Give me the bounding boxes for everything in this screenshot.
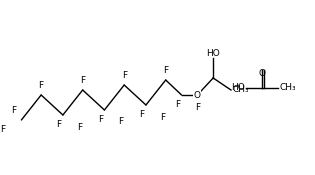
Text: F: F: [38, 81, 44, 90]
Text: HO: HO: [206, 49, 220, 58]
Text: O: O: [258, 69, 265, 78]
Text: F: F: [160, 113, 165, 121]
Text: F: F: [175, 100, 180, 109]
Text: CH₃: CH₃: [233, 86, 249, 95]
Text: F: F: [77, 122, 82, 131]
Text: F: F: [195, 103, 201, 111]
Text: F: F: [0, 125, 6, 135]
Text: F: F: [98, 115, 103, 124]
Text: O: O: [194, 90, 201, 100]
Text: F: F: [163, 66, 168, 75]
Text: HO: HO: [231, 83, 245, 93]
Text: F: F: [56, 120, 61, 129]
Text: F: F: [80, 76, 85, 85]
Text: F: F: [118, 117, 123, 127]
Text: F: F: [140, 110, 145, 119]
Text: F: F: [122, 71, 127, 80]
Text: CH₃: CH₃: [279, 83, 296, 93]
Text: F: F: [11, 106, 16, 115]
